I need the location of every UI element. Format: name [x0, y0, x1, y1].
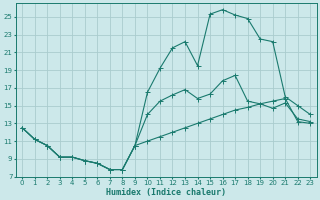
- X-axis label: Humidex (Indice chaleur): Humidex (Indice chaleur): [106, 188, 226, 197]
